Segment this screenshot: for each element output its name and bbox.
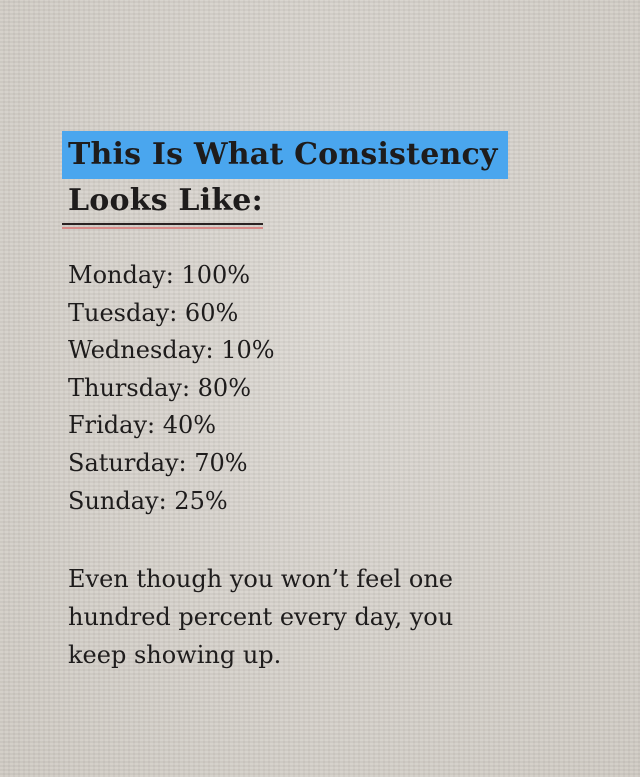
day-wednesday: Wednesday: 10% xyxy=(68,336,275,365)
message-line: Even though you won’t feel one xyxy=(68,565,453,593)
message-line: keep showing up. xyxy=(68,641,282,669)
day-tuesday: Tuesday: 60% xyxy=(68,298,239,327)
message-line: hundred percent every day, you xyxy=(68,603,454,631)
closing-message: Even though you won’t feel one hundred p… xyxy=(68,560,588,674)
day-thursday: Thursday: 80% xyxy=(68,373,251,402)
day-monday: Monday: 100% xyxy=(68,261,251,289)
title-underlined: Looks Like: xyxy=(62,179,263,229)
day-sunday: Sunday: 25% xyxy=(68,486,228,515)
day-list: Monday: 100% Tuesday: 60% Wednesday: 10%… xyxy=(68,257,275,520)
page-title: This Is What Consistency Looks Like: xyxy=(62,131,508,229)
day-friday: Friday: 40% xyxy=(68,411,217,440)
day-saturday: Saturday: 70% xyxy=(68,448,248,477)
title-highlighted: This Is What Consistency xyxy=(62,131,508,179)
